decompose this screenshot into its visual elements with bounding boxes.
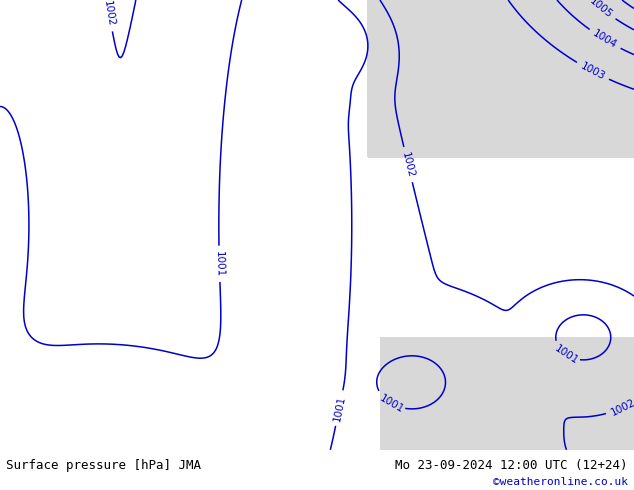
Text: 1004: 1004: [591, 28, 619, 50]
Text: 1002: 1002: [400, 150, 416, 178]
Text: 1002: 1002: [609, 397, 634, 417]
Text: ©weatheronline.co.uk: ©weatheronline.co.uk: [493, 477, 628, 487]
Text: 1001: 1001: [378, 392, 405, 415]
Text: 1001: 1001: [332, 394, 347, 422]
Text: Surface pressure [hPa] JMA: Surface pressure [hPa] JMA: [6, 459, 202, 471]
Text: Mo 23-09-2024 12:00 UTC (12+24): Mo 23-09-2024 12:00 UTC (12+24): [395, 459, 628, 471]
Text: 1001: 1001: [553, 343, 580, 367]
Text: 1001: 1001: [214, 250, 224, 277]
Text: 1003: 1003: [579, 61, 607, 82]
Text: 1002: 1002: [102, 0, 117, 27]
Text: 1005: 1005: [588, 0, 614, 20]
